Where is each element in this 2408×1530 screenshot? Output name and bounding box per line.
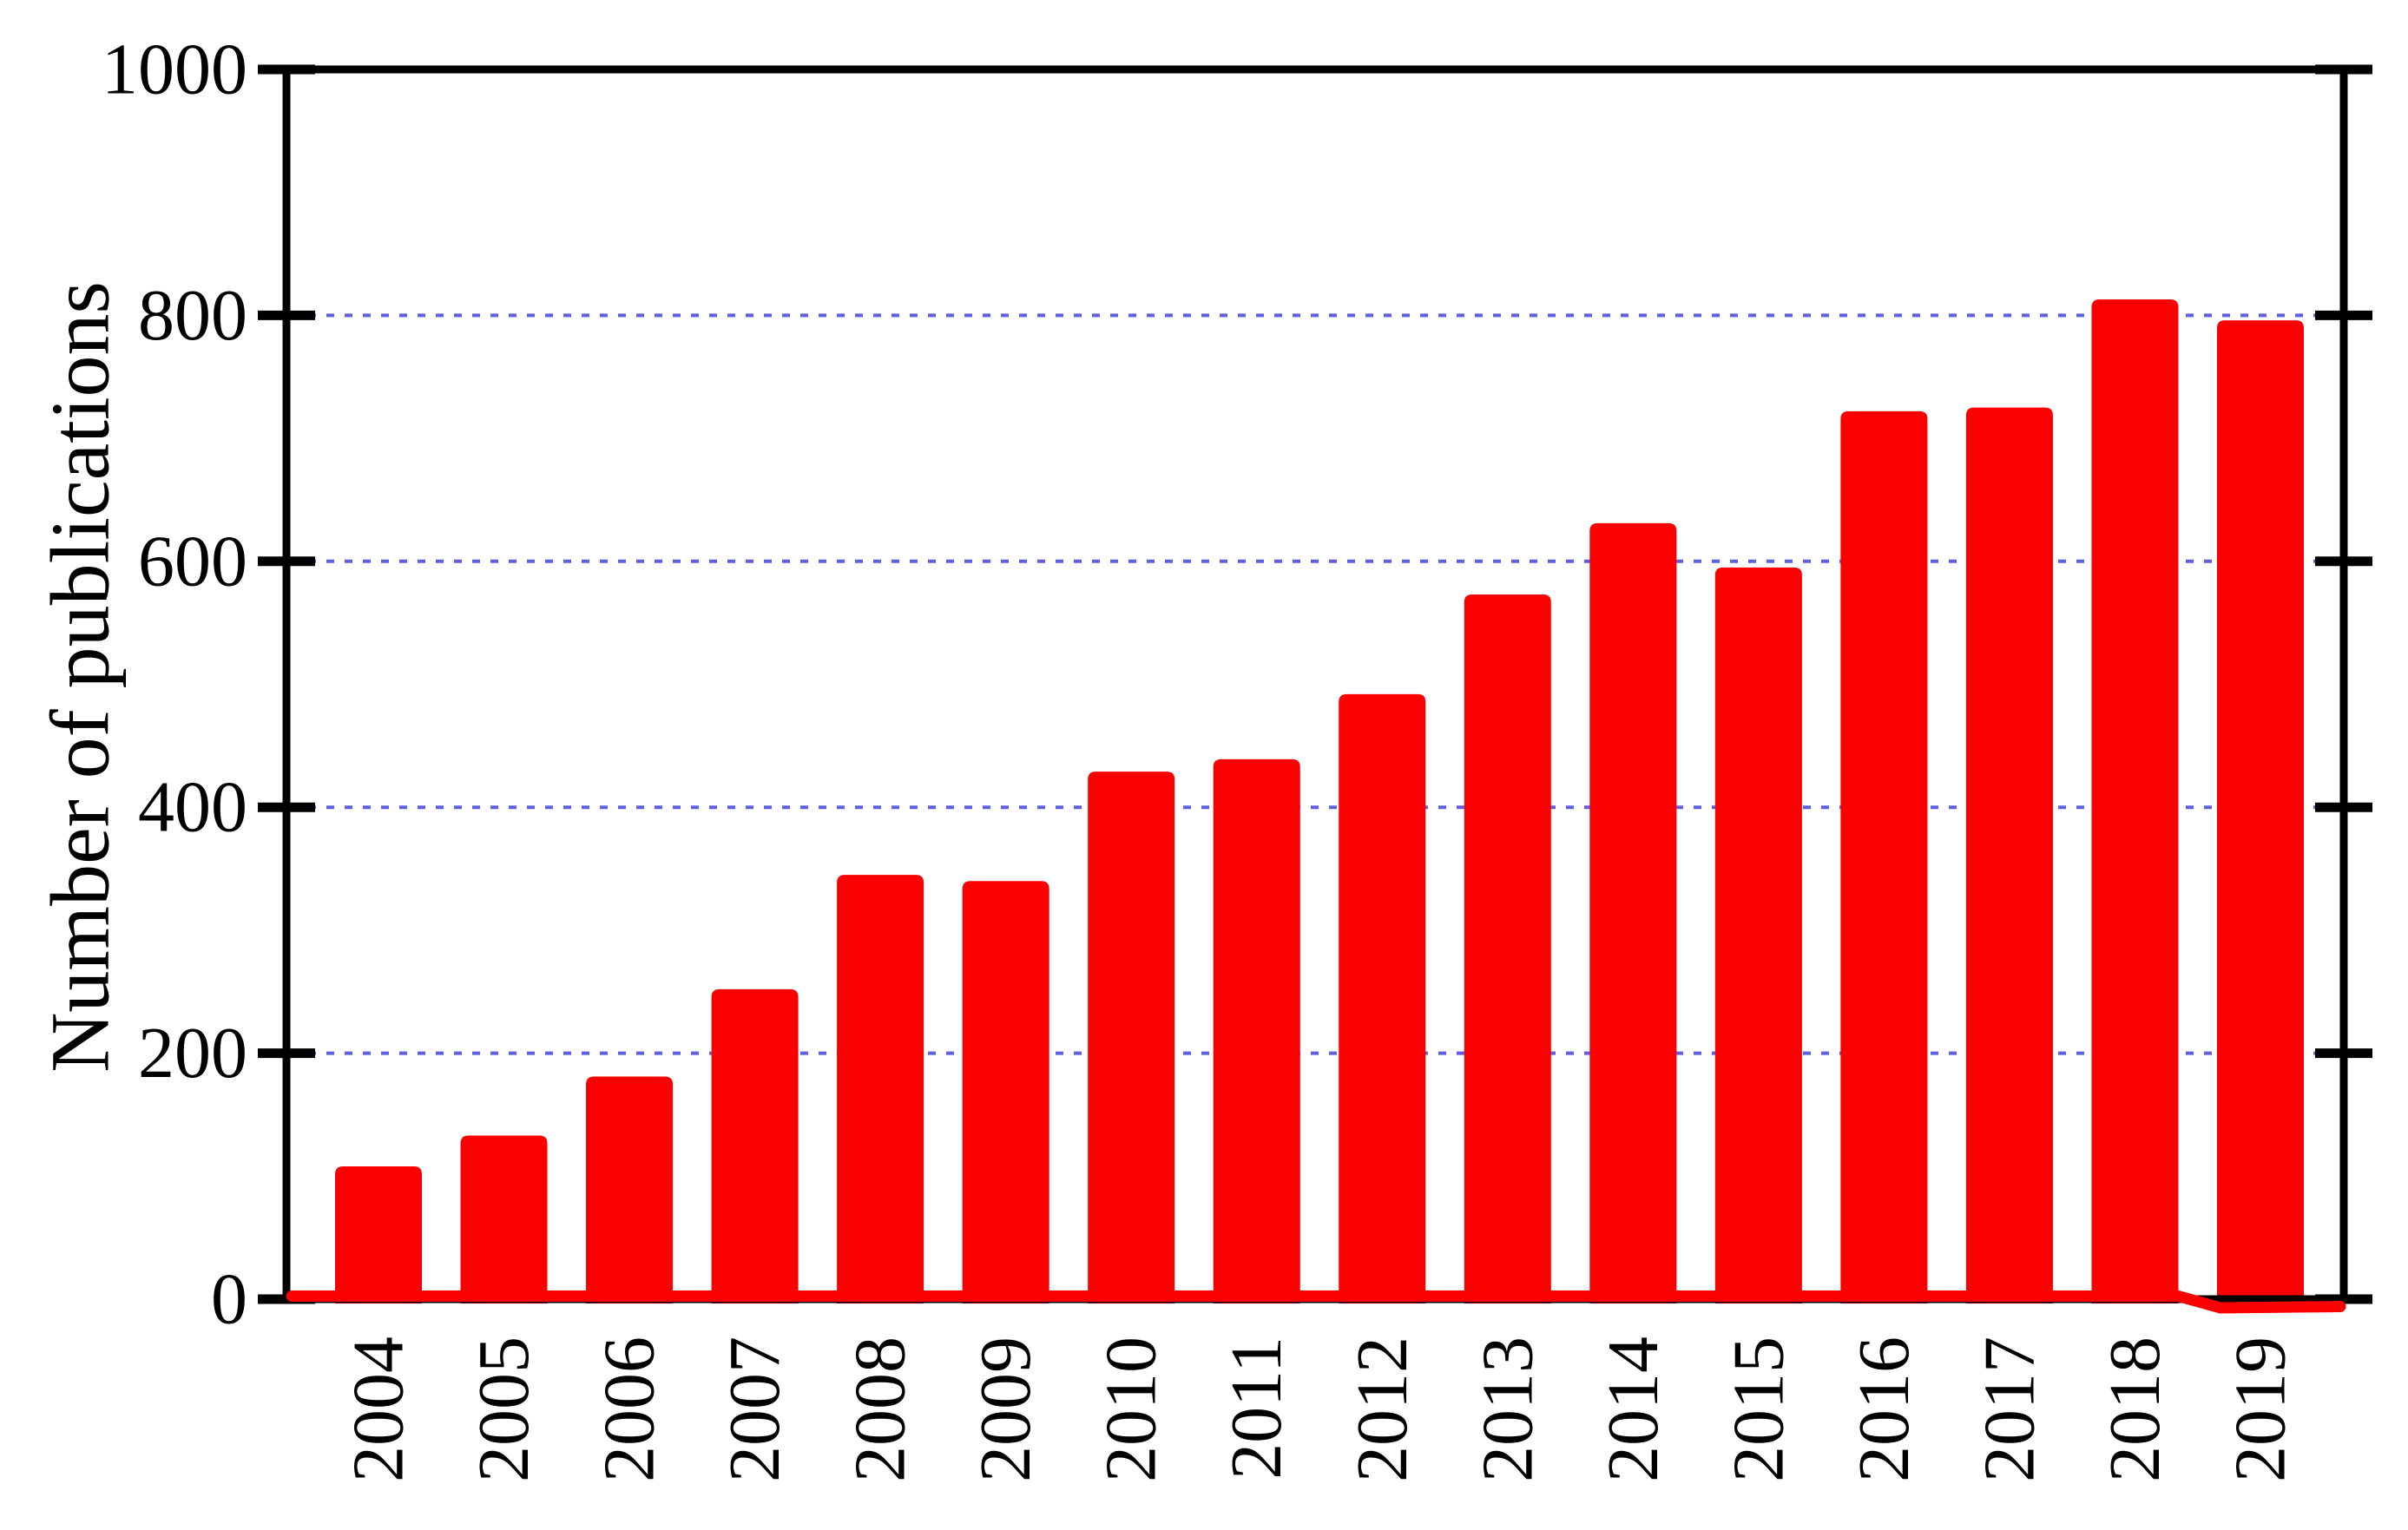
gridlines-group — [290, 313, 2340, 1055]
x-tick-label-2015: 2015 — [1718, 1336, 1799, 1482]
bar-2006 — [586, 1076, 674, 1303]
bar-2017 — [1965, 407, 2053, 1303]
bar-2010 — [1088, 772, 1175, 1303]
x-tick-label-2013: 2013 — [1467, 1336, 1548, 1482]
bar-2018 — [2091, 299, 2179, 1303]
y-tick-label-400: 400 — [138, 767, 247, 848]
x-tick-label-2019: 2019 — [2220, 1336, 2300, 1482]
y-tick-label-600: 600 — [138, 521, 247, 601]
y-axis-title: Number of publications — [34, 281, 127, 1073]
bar-2007 — [711, 988, 799, 1303]
bar-2011 — [1213, 758, 1300, 1303]
bars-group — [335, 299, 2304, 1303]
y-tick-labels-group: 0 200 400 600 800 1000 — [102, 30, 247, 1340]
y-tick-label-0: 0 — [211, 1259, 247, 1340]
bar-2014 — [1589, 522, 1677, 1303]
x-tick-label-2006: 2006 — [589, 1336, 670, 1482]
y-tick-label-800: 800 — [138, 275, 247, 356]
bar-2019 — [2216, 320, 2304, 1303]
x-tick-label-2009: 2009 — [965, 1336, 1046, 1482]
bar-2013 — [1464, 594, 1551, 1303]
x-tick-label-2014: 2014 — [1593, 1336, 1674, 1482]
x-tick-label-2018: 2018 — [2095, 1336, 2175, 1482]
zero-baseline — [286, 1290, 2346, 1314]
axis-ticks-group — [258, 64, 2372, 1304]
x-tick-labels-group: 2004 2005 2006 2007 2008 2009 2010 2011 2012 2013… — [339, 1336, 2301, 1482]
bar-2004 — [335, 1166, 422, 1303]
x-tick-label-2010: 2010 — [1091, 1336, 1172, 1482]
x-tick-label-2011: 2011 — [1216, 1336, 1297, 1480]
bar-2005 — [460, 1135, 548, 1303]
bar-2012 — [1339, 693, 1426, 1303]
bar-2016 — [1840, 410, 1928, 1303]
bar-2008 — [837, 875, 924, 1303]
y-tick-label-1000: 1000 — [102, 30, 247, 110]
x-tick-label-2017: 2017 — [1969, 1336, 2049, 1482]
x-tick-label-2012: 2012 — [1342, 1336, 1423, 1482]
x-tick-label-2004: 2004 — [339, 1336, 419, 1482]
bar-2009 — [962, 881, 1049, 1303]
y-tick-label-200: 200 — [138, 1013, 247, 1093]
x-tick-label-2008: 2008 — [840, 1336, 921, 1482]
red-baseline-group — [286, 1290, 2346, 1314]
x-tick-label-2016: 2016 — [1844, 1336, 1924, 1482]
bar-2015 — [1714, 567, 1802, 1303]
x-tick-label-2005: 2005 — [464, 1336, 544, 1482]
x-tick-label-2007: 2007 — [714, 1336, 795, 1482]
